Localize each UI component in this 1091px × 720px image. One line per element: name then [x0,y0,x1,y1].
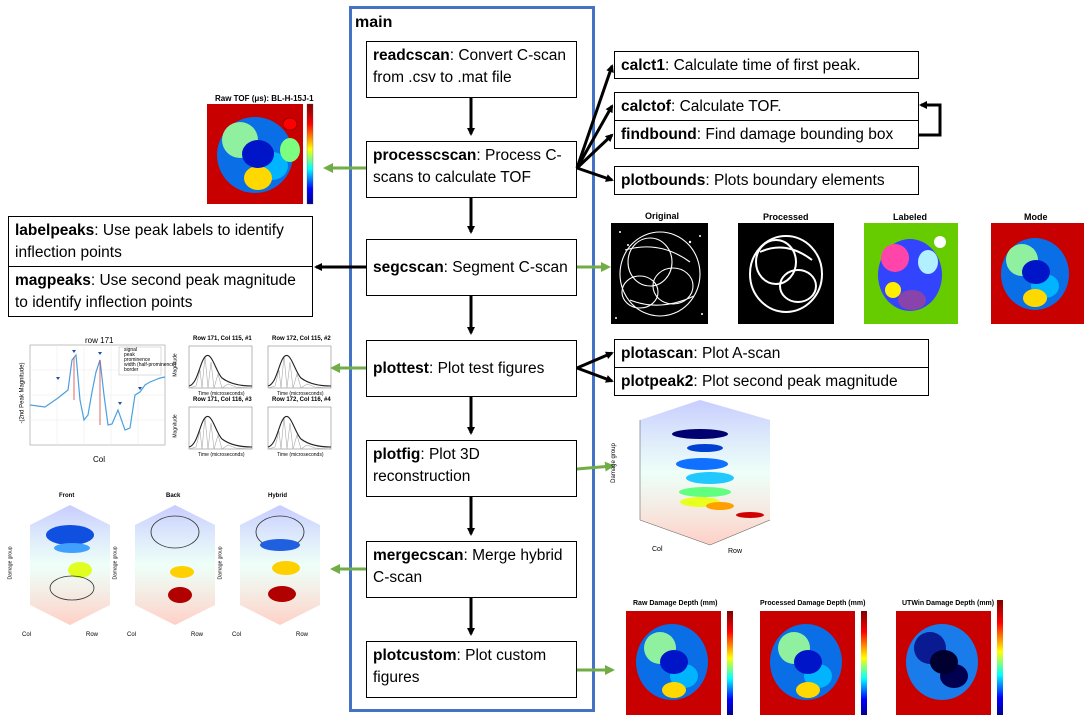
readcscan-box: readcscan: Convert C-scan from .csv to .… [366,41,577,98]
ascan-mag-label-1: Magnitude [172,353,179,377]
green-arrows [323,163,615,675]
hybrid-axis-damage-3: Damage group [217,546,224,580]
ascan-time-label-4: Time (microseconds) [277,452,324,458]
custom-title-processed: Processed Damage Depth (mm) [760,600,866,607]
peak-plot-figure [29,344,166,446]
legend-border: border [124,367,139,373]
ascan-time-label-3: Time (microseconds) [198,452,245,458]
hybrid-axis-row-3: Row [296,632,309,638]
process-sub-arrows [575,64,942,182]
plotascan-box: plotascan: Plot A-scan [614,339,929,368]
peak-axis-label: -(2nd Peak Magnitude) [19,362,26,424]
hybrid-back-figure [135,505,215,625]
legend-peak: peak [124,352,135,358]
ascan-title-4: Row 172, Col 116, #4 [272,397,331,403]
custom-processed-figure [760,611,867,715]
mergecscan-box: mergecscan: Merge hybrid C-scan [366,541,577,598]
raw-tof-figure [207,103,314,205]
seg-original-figure [611,223,708,324]
main-frame [349,6,595,712]
seg-mode-figure [991,223,1084,324]
labelpeaks-box: labelpeaks: Use peak labels to identify … [8,216,313,267]
peak-x-label: Col [93,455,106,464]
seg-labeled-figure [864,223,958,324]
ascan-title-3: Row 171, Col 116, #3 [193,397,252,403]
plotcustom-box: plotcustom: Plot custom figures [366,641,577,698]
processcscan-box: processcscan: Process C-scans to calcula… [366,141,577,198]
ascan-time-label-2: Time (microseconds) [277,391,324,397]
seg-title-original: Original [645,211,680,221]
segcscan-box: segcscan: Segment C-scan [366,239,577,296]
legend-signal: signal [124,347,138,353]
ascan-grid [188,345,332,450]
main-label: main [355,14,393,31]
hybrid-axis-col-3: Col [232,632,242,638]
hybrid-front-figure [30,505,110,625]
custom-title-utwin: UTWin Damage Depth (mm) [902,600,995,607]
seg-title-processed: Processed [763,212,809,222]
hybrid-axis-damage-1: Damage group [7,546,14,580]
seg-title-labeled: Labeled [893,212,928,222]
plottest-sub-arrows [576,351,614,383]
hybrid-axis-row-2: Row [191,632,204,638]
calctof-box: calctof: Calculate TOF. [614,92,919,121]
ascan-time-label-1: Time (microseconds) [198,391,245,397]
plotfig-axis-damage: Damage group [610,443,617,483]
plotfig-box: plotfig: Plot 3D reconstruction [366,440,577,497]
ascan-mag-label-2: Magnitude [172,414,179,438]
calct1-box: calct1: Calculate time of first peak. [614,51,919,79]
hybrid-axis-damage-2: Damage group [112,546,119,580]
custom-title-raw: Raw Damage Depth (mm) [633,600,718,607]
plotpeak2-box: plotpeak2: Plot second peak magnitude [614,367,929,396]
raw-tof-title: Raw TOF (μs): BL-H-15J-1 [215,94,314,103]
plotfig-axis-row: Row [728,548,743,555]
magpeaks-box: magpeaks: Use second peak magnitude to i… [8,266,313,317]
plotfig-3d-figure [639,400,771,546]
hybrid-axis-col-2: Col [127,632,137,638]
hybrid-axis-col-1: Col [22,632,32,638]
ascan-title-1: Row 171, Col 115, #1 [193,336,252,342]
hybrid-title-back: Back [166,493,181,499]
custom-raw-figure [626,611,733,715]
custom-utwin-figure [896,600,1003,715]
seg-processed-figure [738,223,834,324]
hybrid-hybrid-figure [240,505,320,625]
legend-width: width (half-prominence) [124,362,177,368]
findbound-box: findbound: Find damage bounding box [614,120,919,149]
seg-title-mode: Mode [1024,212,1048,222]
hybrid-title-hybrid: Hybrid [268,493,288,499]
hybrid-title-front: Front [59,493,75,499]
plottest-box: plottest: Plot test figures [366,340,577,397]
legend-prominence: prominence [124,357,151,363]
ascan-title-2: Row 172, Col 115, #2 [272,336,331,342]
row-title: row 171 [85,336,114,345]
plotbounds-box: plotbounds: Plots boundary elements [614,166,919,195]
plotfig-axis-col: Col [652,546,663,553]
hybrid-axis-row-1: Row [86,632,99,638]
